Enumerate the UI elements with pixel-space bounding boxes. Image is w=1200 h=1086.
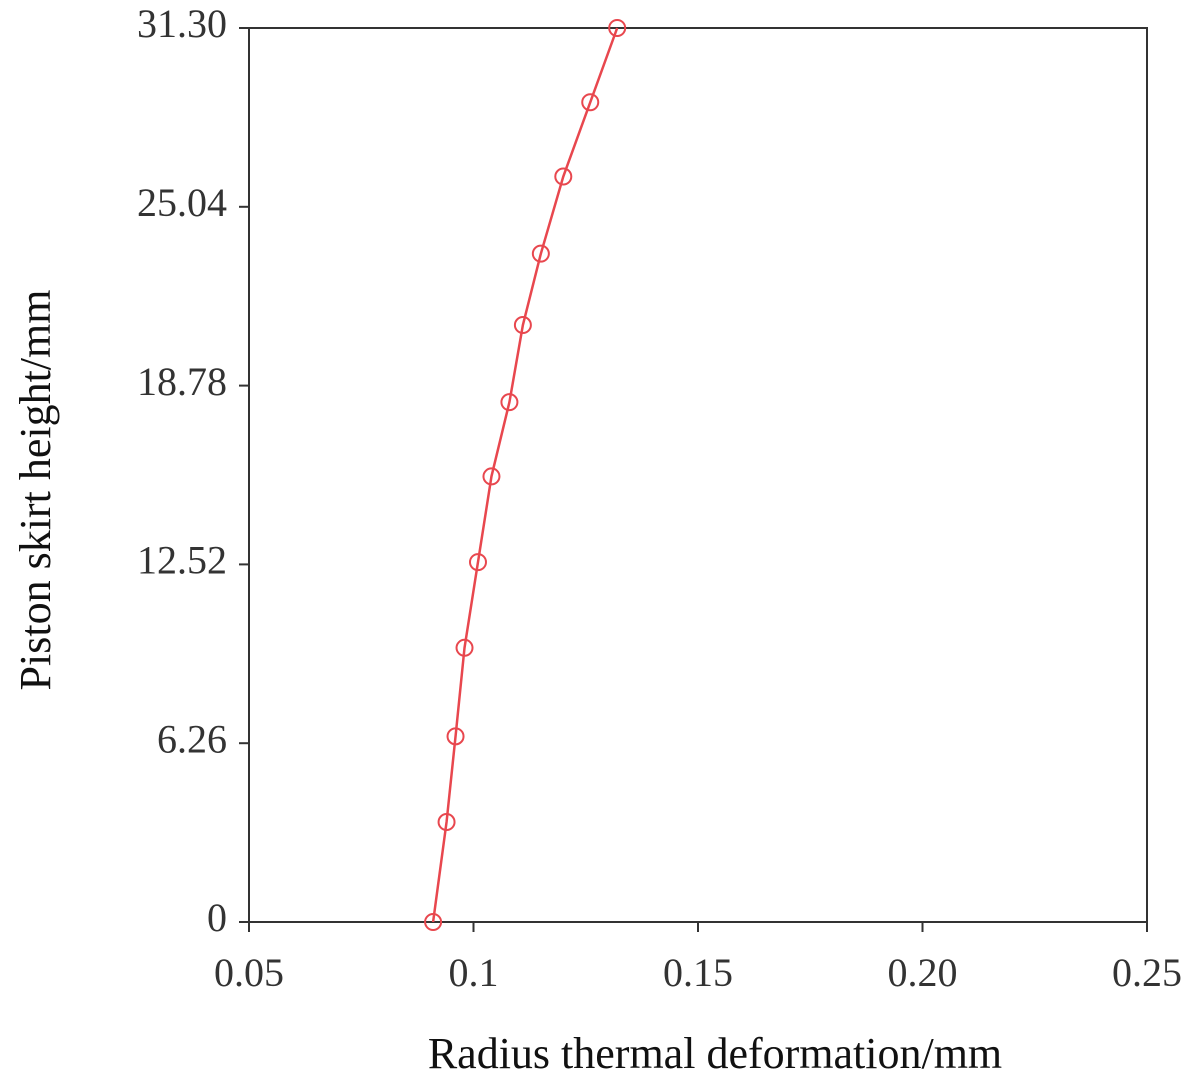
x-tick-label: 0.05: [214, 950, 284, 995]
data-point: [437, 813, 456, 832]
data-point: [424, 913, 443, 931]
x-tick-label: 0.20: [888, 950, 958, 995]
data-point: [500, 393, 519, 412]
y-tick-label: 0: [207, 895, 227, 940]
series-line: [431, 27, 619, 923]
data-point: [531, 244, 550, 263]
y-tick-label: 18.78: [137, 359, 227, 404]
x-tick-label: 0.25: [1112, 950, 1182, 995]
data-point: [446, 727, 465, 746]
data-point: [482, 467, 501, 486]
data-point: [608, 19, 627, 37]
y-axis-label: Piston skirt height/mm: [11, 290, 60, 691]
y-tick-label: 25.04: [137, 180, 227, 225]
data-point: [455, 638, 474, 657]
x-axis-label: Radius thermal deformation/mm: [428, 1029, 1002, 1078]
data-point: [468, 553, 487, 572]
y-tick-label: 31.30: [137, 1, 227, 46]
plot-frame: [248, 27, 1148, 923]
data-point: [581, 93, 600, 112]
data-point: [513, 316, 532, 335]
x-tick-label: 0.15: [663, 950, 733, 995]
data-point: [554, 167, 573, 186]
y-tick-label: 12.52: [137, 538, 227, 583]
y-tick-label: 6.26: [157, 716, 227, 761]
x-tick-label: 0.1: [449, 950, 499, 995]
